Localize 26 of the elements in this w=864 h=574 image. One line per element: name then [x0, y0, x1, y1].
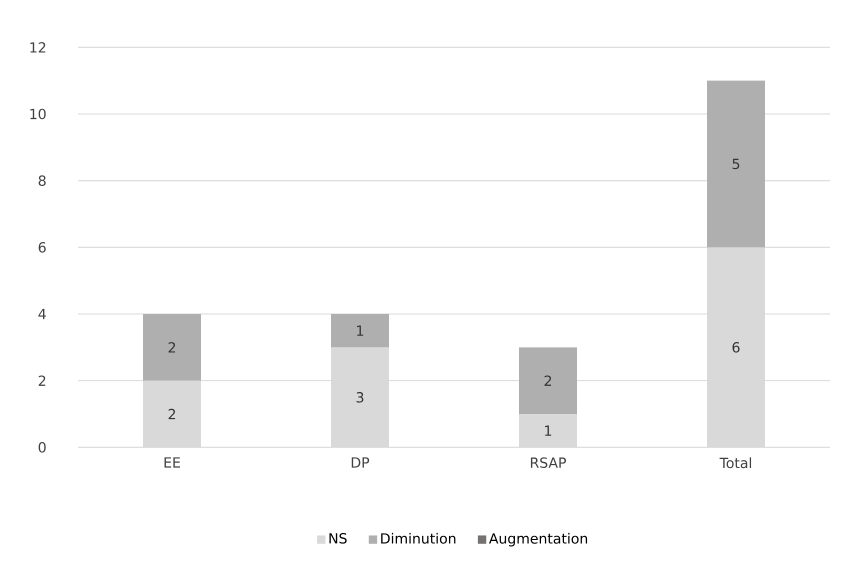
legend-label: Diminution: [381, 532, 456, 544]
x-tick-label: RSAP: [530, 457, 566, 468]
bar: [143, 314, 202, 381]
legend-label: NS: [329, 533, 347, 544]
y-tick-label: 10: [30, 108, 46, 120]
data-label: 6: [732, 342, 740, 353]
data-label: 1: [357, 326, 364, 336]
y-tick-label: 12: [30, 42, 46, 53]
data-label: 2: [168, 408, 176, 420]
y-tick-label: 0: [38, 442, 46, 453]
y-tick-label: 2: [38, 375, 46, 386]
y-tick-label: 8: [38, 175, 46, 186]
y-tick-label: 4: [38, 308, 46, 320]
legend-label: Augmentation: [489, 532, 588, 546]
data-label: 2: [168, 342, 176, 353]
x-tick-label: DP: [352, 457, 370, 468]
data-label: 5: [732, 158, 740, 170]
x-tick-label: Total: [720, 457, 752, 468]
data-label: 2: [544, 375, 552, 386]
data-label: 3: [356, 392, 364, 403]
x-tick-label: EE: [164, 457, 180, 468]
bar: [331, 314, 389, 348]
bar: [519, 347, 577, 414]
data-label: 1: [545, 426, 552, 436]
y-tick-label: 6: [38, 242, 46, 253]
bar: [707, 80, 765, 248]
